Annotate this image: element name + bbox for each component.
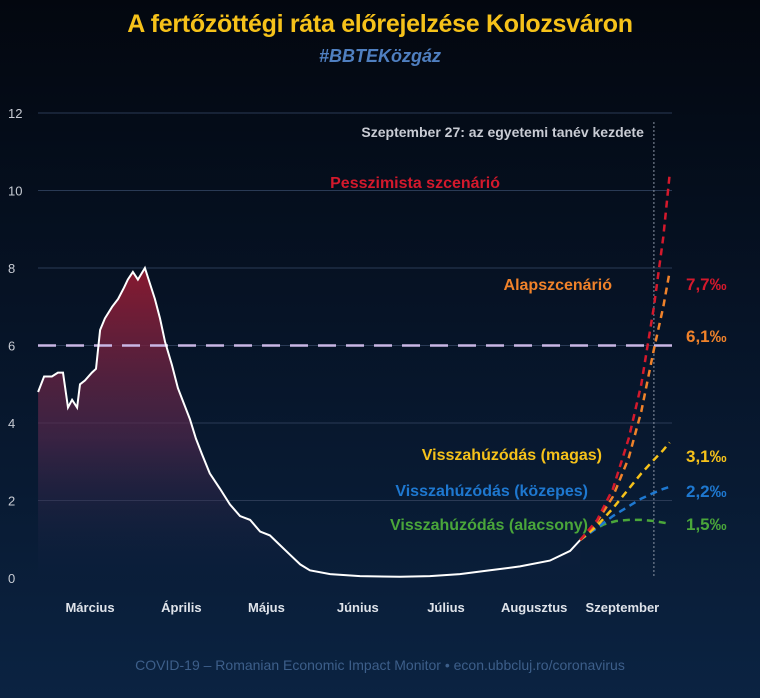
scenario-label: Alapszcenárió <box>504 277 613 294</box>
scenario-label: Visszahúzódás (magas) <box>422 447 602 464</box>
scenario-line <box>579 441 671 541</box>
scenario-value-label: 7,7‰ <box>686 275 727 294</box>
y-tick-label: 4 <box>8 416 15 431</box>
x-tick-label: Szeptember <box>586 600 660 615</box>
actual-area <box>38 268 581 578</box>
x-tick-label: Április <box>161 600 201 615</box>
event-line-label: Szeptember 27: az egyetemi tanév kezdete <box>361 124 644 140</box>
x-tick-label: Augusztus <box>501 600 567 615</box>
scenario-value-label: 1,5‰ <box>686 515 727 534</box>
scenario-value-label: 3,1‰ <box>686 447 727 466</box>
y-tick-label: 0 <box>8 571 15 586</box>
x-tick-label: Július <box>427 600 465 615</box>
scenario-line <box>579 174 671 541</box>
x-tick-label: Június <box>337 600 379 615</box>
footer-source: COVID-19 – Romanian Economic Impact Moni… <box>135 657 625 673</box>
chart-subtitle: #BBTEKözgáz <box>318 46 441 66</box>
scenario-label: Visszahúzódás (közepes) <box>395 483 588 500</box>
x-tick-label: Március <box>65 600 114 615</box>
scenario-line <box>579 485 670 542</box>
scenario-label: Visszahúzódás (alacsony) <box>390 517 588 534</box>
scenario-value-label: 6,1‰ <box>686 327 727 346</box>
y-tick-label: 10 <box>8 184 22 199</box>
chart-title: A fertőzöttégi ráta előrejelzése Kolozsv… <box>127 10 633 38</box>
y-tick-label: 6 <box>8 339 15 354</box>
y-tick-label: 8 <box>8 261 15 276</box>
y-tick-label: 2 <box>8 494 15 509</box>
scenario-value-label: 2,2‰ <box>686 482 727 501</box>
scenario-line <box>579 271 671 541</box>
actual-line <box>37 265 581 578</box>
y-tick-label: 12 <box>8 106 22 121</box>
scenario-label: Pesszimista szcenárió <box>330 175 500 192</box>
x-tick-label: Május <box>248 600 285 615</box>
